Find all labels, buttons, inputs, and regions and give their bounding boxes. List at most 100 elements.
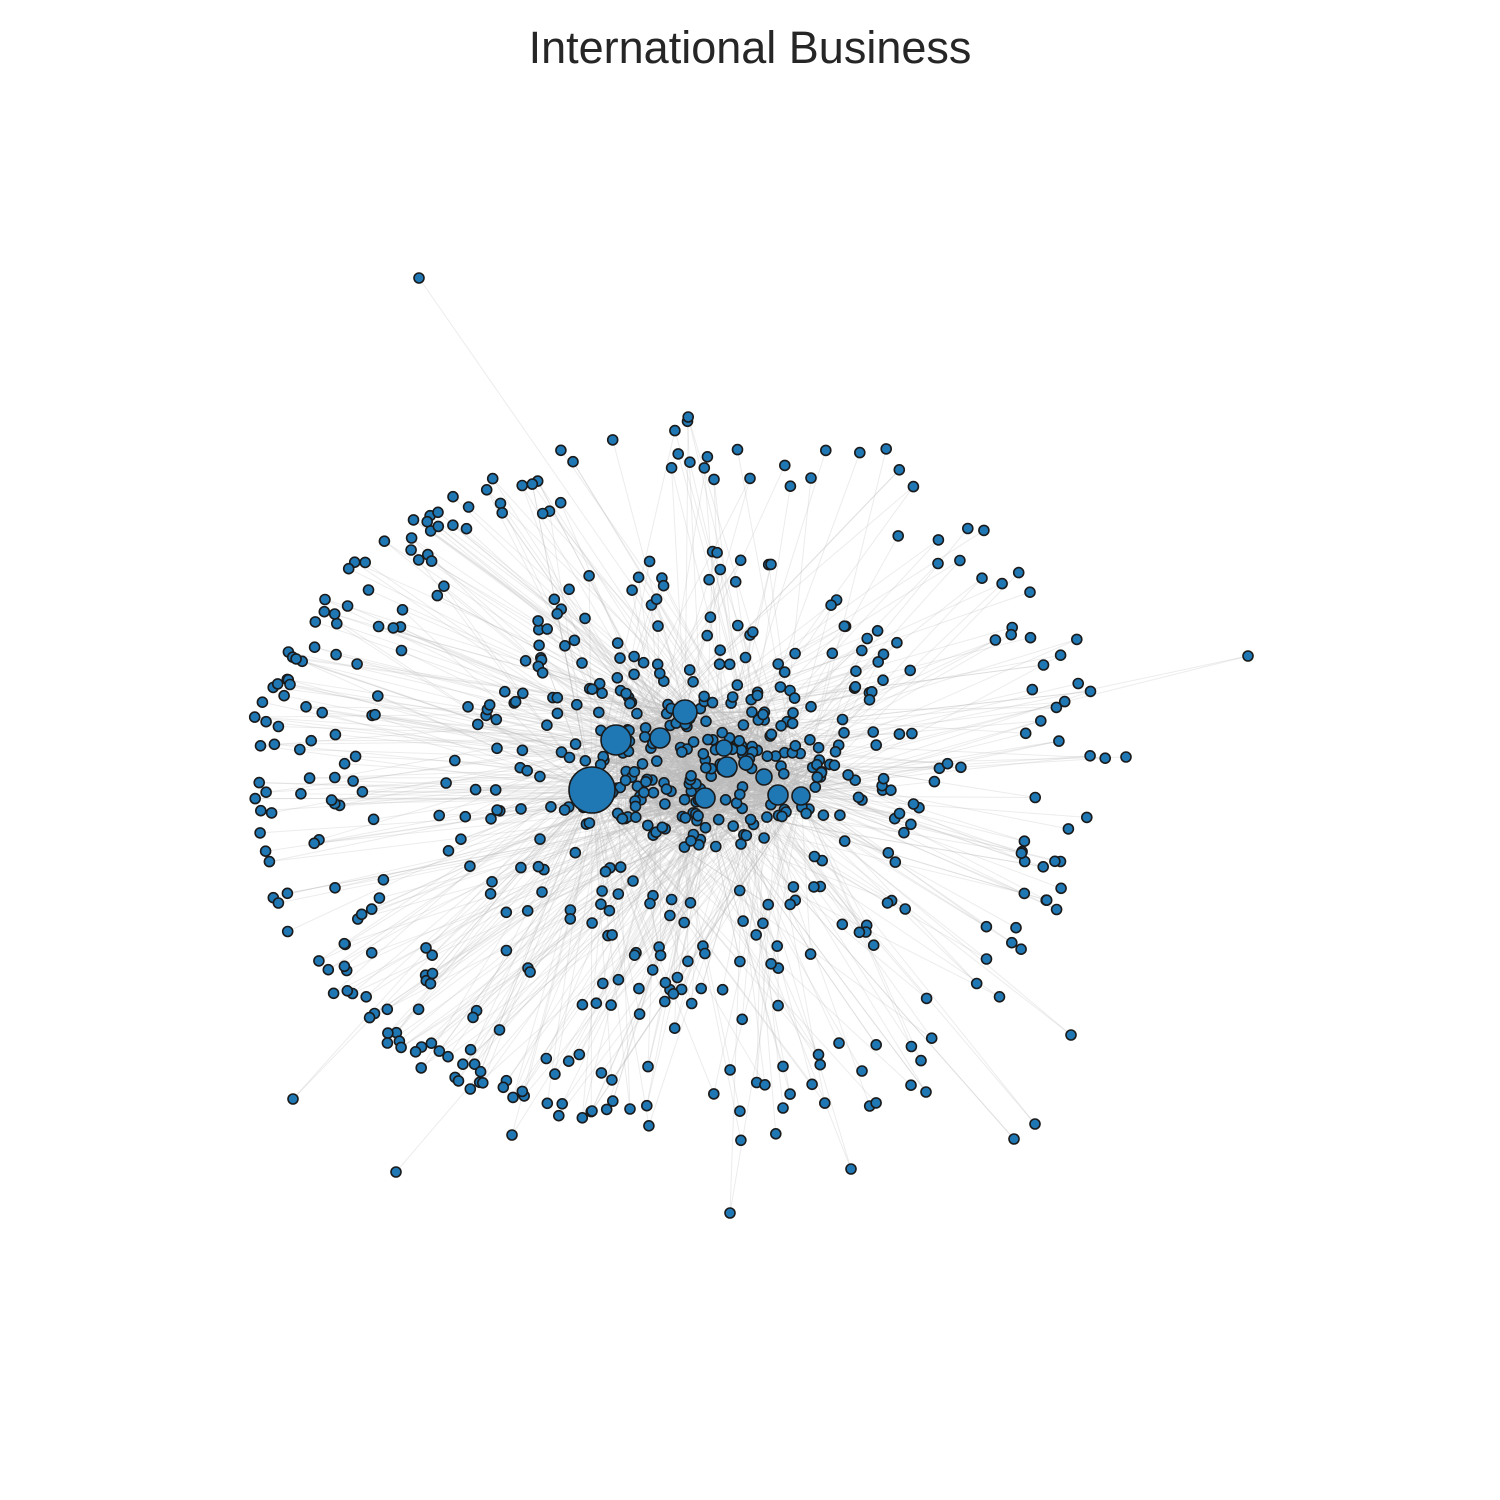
graph-node — [836, 918, 849, 931]
graph-node — [362, 584, 375, 596]
graph-node — [855, 644, 868, 657]
graph-node — [819, 444, 832, 457]
graph-edge — [369, 795, 802, 1019]
graph-edge — [591, 789, 650, 1126]
graph-edge — [500, 503, 706, 799]
graph-node — [536, 886, 548, 898]
graph-node — [885, 784, 897, 797]
graph-edge — [500, 503, 617, 741]
graph-edge — [739, 776, 765, 891]
graph-node — [905, 1079, 917, 1091]
graph-node — [595, 1067, 608, 1079]
graph-edge — [492, 478, 765, 778]
graph-node — [708, 473, 720, 486]
graph-edge — [543, 795, 802, 871]
graph-node — [733, 734, 746, 747]
graph-edge — [659, 690, 1091, 739]
graph-edge — [521, 747, 725, 1092]
graph-node — [765, 957, 777, 970]
graph-node — [737, 719, 750, 731]
graph-node — [576, 998, 589, 1011]
graph-node — [685, 835, 697, 847]
graph-node — [778, 666, 791, 678]
graph-edge — [659, 737, 741, 1112]
graph-node — [536, 507, 549, 520]
graph-edge — [646, 766, 728, 1106]
graph-node — [405, 544, 417, 556]
graph-edge — [659, 690, 1091, 739]
graph-node — [616, 812, 629, 825]
graph-node — [746, 626, 759, 638]
graph-node — [329, 728, 342, 741]
graph-node — [290, 653, 302, 665]
graph-node — [1055, 882, 1067, 895]
graph-edge — [784, 739, 811, 810]
graph-edge — [527, 794, 779, 912]
graph-node — [776, 810, 788, 823]
graph-edge — [800, 795, 863, 801]
graph-edge — [490, 739, 617, 820]
graph-edge — [723, 706, 1057, 749]
graph-node — [409, 1046, 422, 1058]
graph-edge — [757, 719, 768, 757]
graph-edge — [659, 661, 879, 739]
graph-edge — [682, 776, 821, 817]
graph-edge — [470, 711, 686, 1050]
graph-node — [496, 506, 509, 519]
graph-edge — [266, 762, 747, 793]
graph-node — [1062, 823, 1075, 835]
graph-edge — [741, 776, 765, 1020]
graph-node — [638, 786, 650, 799]
graph-node — [462, 501, 475, 513]
graph-node — [549, 1068, 561, 1080]
graph-node — [248, 711, 261, 723]
graph-node — [787, 707, 799, 719]
graph-node — [464, 1083, 477, 1095]
graph-node — [1050, 903, 1063, 916]
graph-edge — [591, 789, 666, 983]
graph-edge — [560, 608, 661, 739]
graph-node — [534, 833, 546, 845]
graph-edge — [780, 725, 802, 797]
graph-node — [471, 718, 484, 731]
graph-node — [338, 757, 351, 770]
graph-edge — [659, 465, 786, 739]
graph-node — [808, 850, 821, 863]
graph-node — [1040, 894, 1053, 907]
graph-node — [932, 557, 944, 570]
graph-edge — [591, 789, 813, 1085]
graph-edge — [431, 747, 725, 1044]
graph-node — [805, 700, 817, 713]
graph-hub-node — [672, 699, 698, 725]
graph-edge — [726, 639, 996, 768]
graph-node — [338, 960, 351, 973]
graph-node — [407, 514, 420, 526]
graph-node — [606, 1095, 619, 1107]
graph-node — [757, 708, 769, 721]
graph-node — [714, 563, 727, 576]
graph-node — [733, 788, 746, 801]
graph-node — [1024, 586, 1036, 599]
graph-edge — [800, 795, 1056, 862]
graph-node — [652, 620, 664, 632]
graph-node — [877, 772, 890, 785]
graph-node — [614, 652, 626, 664]
graph-edge — [777, 720, 1041, 796]
graph-edge — [684, 569, 721, 713]
graph-node — [424, 977, 437, 990]
graph-edge — [486, 489, 617, 741]
graph-node — [757, 917, 769, 930]
graph-node — [751, 689, 764, 702]
graph-node — [867, 726, 880, 738]
graph-edge — [506, 762, 747, 1082]
graph-node — [624, 697, 636, 710]
graph-edge — [348, 568, 747, 764]
graph-node — [701, 450, 714, 463]
graph-node — [351, 658, 363, 670]
graph-node — [1120, 751, 1132, 763]
graph-node — [828, 759, 841, 772]
graph-node — [564, 913, 577, 925]
graph-node — [687, 736, 700, 748]
graph-node — [452, 1075, 465, 1087]
graph-edge — [496, 719, 802, 797]
